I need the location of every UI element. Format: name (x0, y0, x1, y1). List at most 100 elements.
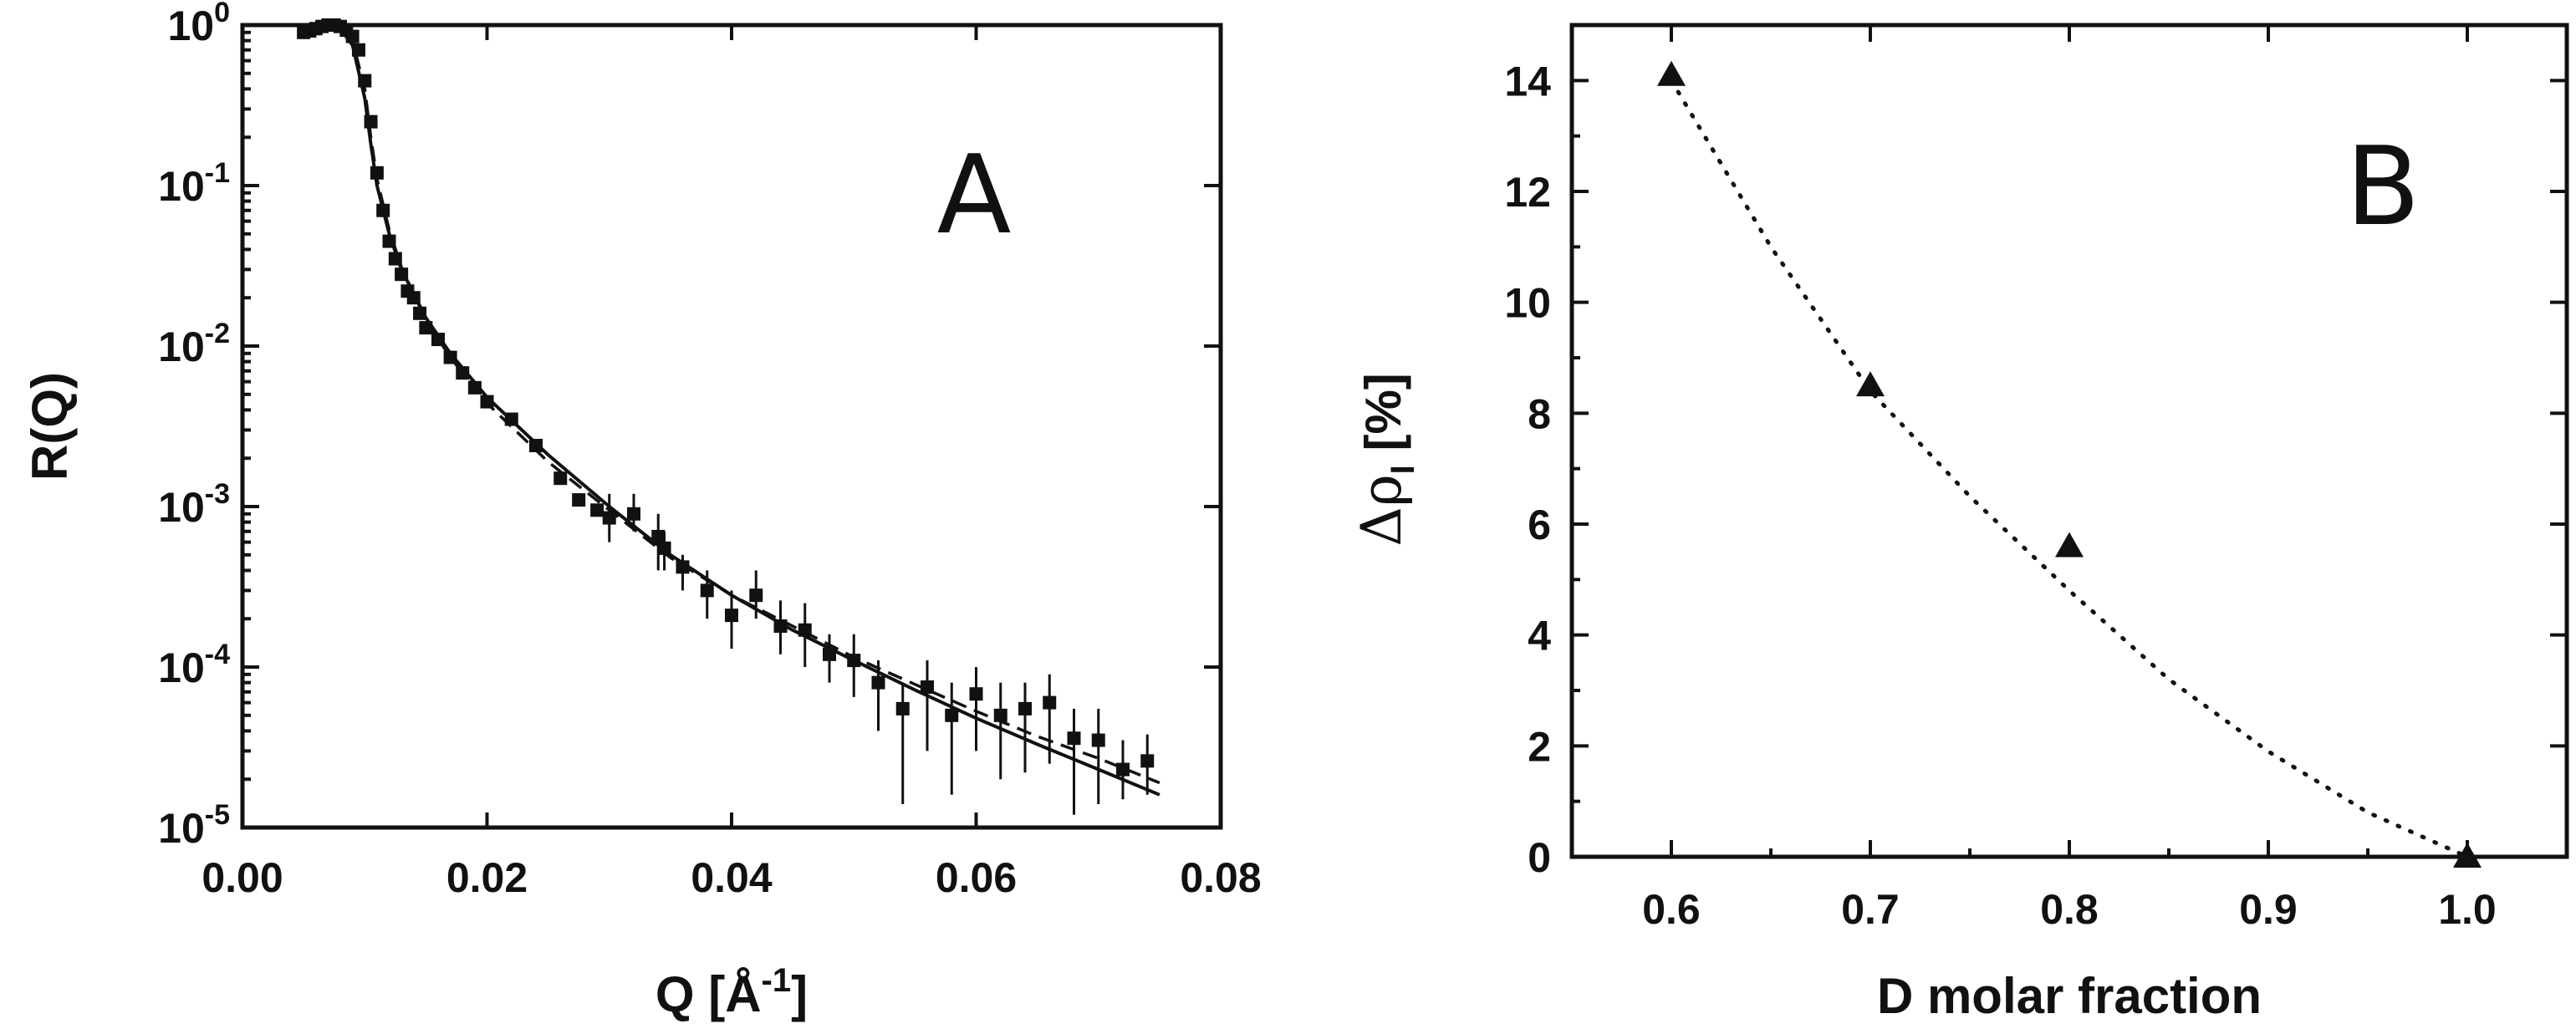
panel-a-y-tick-label: 100 (167, 0, 230, 49)
panel-b-x-tick-label: 0.7 (1841, 886, 1900, 933)
panel-a-x-tick-label: 0.08 (1180, 854, 1261, 901)
panel-a-data-point (351, 43, 365, 57)
panel-b-trend-line (1669, 78, 2470, 859)
panel-a-x-tick-label: 0.00 (201, 854, 283, 901)
y-tick-base: 10 (158, 805, 205, 852)
panel-b-x-ticks (1670, 25, 2469, 857)
panel-a-data-point (969, 687, 983, 701)
panel-a-data-point (590, 503, 604, 517)
panel-a-data-point (1116, 762, 1130, 777)
panel-a-data-point (823, 647, 836, 661)
y-tick-base: 10 (158, 484, 205, 531)
panel-b-y-ticks (1572, 79, 2567, 858)
panel-b-y-tick-label: 0 (1528, 834, 1551, 881)
panel-a-y-tick-label: 10-4 (158, 639, 230, 691)
panel-b-x-tick-label: 1.0 (2438, 886, 2497, 933)
panel-a-y-tick-label: 10-5 (158, 799, 230, 852)
y-tick-exponent: -5 (205, 799, 230, 831)
panel-a-data-point (651, 529, 666, 543)
panel-a-data-point (370, 166, 384, 180)
panel-a-data-point (1091, 733, 1105, 747)
panel-b-x-axis-title: D molar fraction (1877, 968, 2262, 1024)
panel-a-data-point (627, 507, 640, 521)
panel-b-y-tick-label: 4 (1528, 613, 1551, 660)
panel-b-y-tick-labels: 0 2 4 6 8 10 12 14 (1504, 58, 1551, 881)
panel-a-data-point (749, 588, 763, 603)
panel-a-y-axis-title: R(Q) (22, 372, 78, 481)
panel-a-data-point (376, 203, 390, 217)
panel-a-data-point (773, 619, 788, 633)
panel-a-data-point (364, 115, 378, 129)
panel-a-x-tick-labels: 0.00 0.02 0.04 0.06 0.08 (201, 854, 1261, 901)
panel-b-x-tick-labels: 0.6 0.7 0.8 0.9 1.0 (1642, 886, 2497, 933)
panel-b-y-tick-label: 10 (1504, 280, 1551, 327)
panel-a-y-ticks (242, 23, 1221, 829)
panel-b-data (1657, 60, 2482, 868)
panel-b-data-point (2453, 843, 2482, 868)
panel-a-plot-frame (240, 23, 1223, 830)
panel-a-data-point (431, 333, 445, 347)
y-title-main: Δρ (1349, 474, 1414, 546)
y-tick-exponent: -4 (205, 639, 230, 670)
panel-a-data-point (572, 493, 586, 507)
panel-b-data-point (1856, 371, 1885, 397)
panel-a-data-point (388, 252, 402, 266)
panel-a-data-point (602, 511, 616, 525)
panel-a-x-tick-label: 0.04 (691, 854, 773, 901)
panel-a-x-ticks (241, 25, 1222, 828)
panel-b: 0.6 0.7 0.8 0.9 1.0 0 2 4 6 8 10 12 14 D… (1349, 23, 2569, 1024)
panel-a-data-point (676, 560, 690, 574)
panel-a-fit-line-dashed (303, 23, 1160, 785)
panel-b-y-tick-label: 2 (1528, 723, 1551, 770)
panel-a-data-point (419, 321, 433, 335)
panel-a-data-point (700, 583, 714, 598)
panel-a-y-tick-label: 10-3 (158, 478, 230, 531)
y-tick-base: 10 (158, 323, 205, 370)
panel-a-y-tick-label: 10-2 (158, 318, 230, 370)
x-title-superscript: -1 (762, 962, 792, 999)
panel-a-data-point (395, 267, 409, 282)
panel-b-y-tick-label: 14 (1504, 58, 1551, 104)
panel-a-data-point (504, 412, 518, 426)
panel-a-data-point (358, 74, 372, 88)
panel-b-x-tick-label: 0.6 (1642, 886, 1701, 933)
panel-a: 0.00 0.02 0.04 0.06 0.08 100 10-1 10-2 1… (22, 0, 1262, 1022)
y-title-end: [%] (1355, 373, 1411, 465)
panel-a-data-point (406, 291, 421, 305)
panel-a-data-point (798, 623, 812, 637)
y-tick-base: 10 (158, 644, 205, 691)
y-tick-exponent: 0 (214, 0, 230, 28)
y-tick-exponent: -1 (205, 157, 230, 189)
panel-a-data-point (382, 234, 396, 248)
panel-a-data-point (345, 29, 360, 43)
panel-a-data-point (895, 701, 910, 716)
panel-a-x-axis-title: Q [Å-1] (655, 962, 808, 1022)
panel-b-y-tick-label: 8 (1528, 390, 1551, 437)
y-tick-exponent: -3 (205, 478, 230, 510)
panel-b-x-tick-label: 0.8 (2040, 886, 2099, 933)
panel-a-data-point (443, 350, 457, 364)
panel-a-data-point (1043, 695, 1057, 710)
panel-a-data-point (945, 708, 959, 722)
panel-a-x-tick-label: 0.06 (936, 854, 1017, 901)
panel-a-y-tick-labels: 100 10-1 10-2 10-3 10-4 10-5 (158, 0, 230, 852)
panel-a-data-point (871, 675, 885, 690)
panel-a-data-point (467, 380, 482, 395)
panel-a-fit-line-solid (303, 23, 1160, 797)
panel-a-data-point (1067, 731, 1081, 746)
panel-a-data-point (847, 654, 861, 668)
panel-b-y-tick-label: 12 (1504, 169, 1551, 216)
x-title-end: ] (791, 966, 808, 1022)
panel-b-y-tick-label: 6 (1528, 502, 1551, 548)
panel-a-data (297, 18, 1160, 815)
panel-a-data-point (921, 680, 934, 694)
panel-a-data-point (993, 708, 1007, 722)
y-tick-base: 10 (167, 3, 214, 49)
panel-a-letter: A (937, 131, 1012, 258)
panel-a-data-point (1018, 701, 1032, 716)
panel-a-data-point (480, 395, 494, 409)
panel-a-data-point (725, 609, 738, 623)
panel-b-y-axis-title: ΔρI [%] (1349, 373, 1421, 547)
panel-a-y-tick-label: 10-1 (158, 157, 230, 210)
